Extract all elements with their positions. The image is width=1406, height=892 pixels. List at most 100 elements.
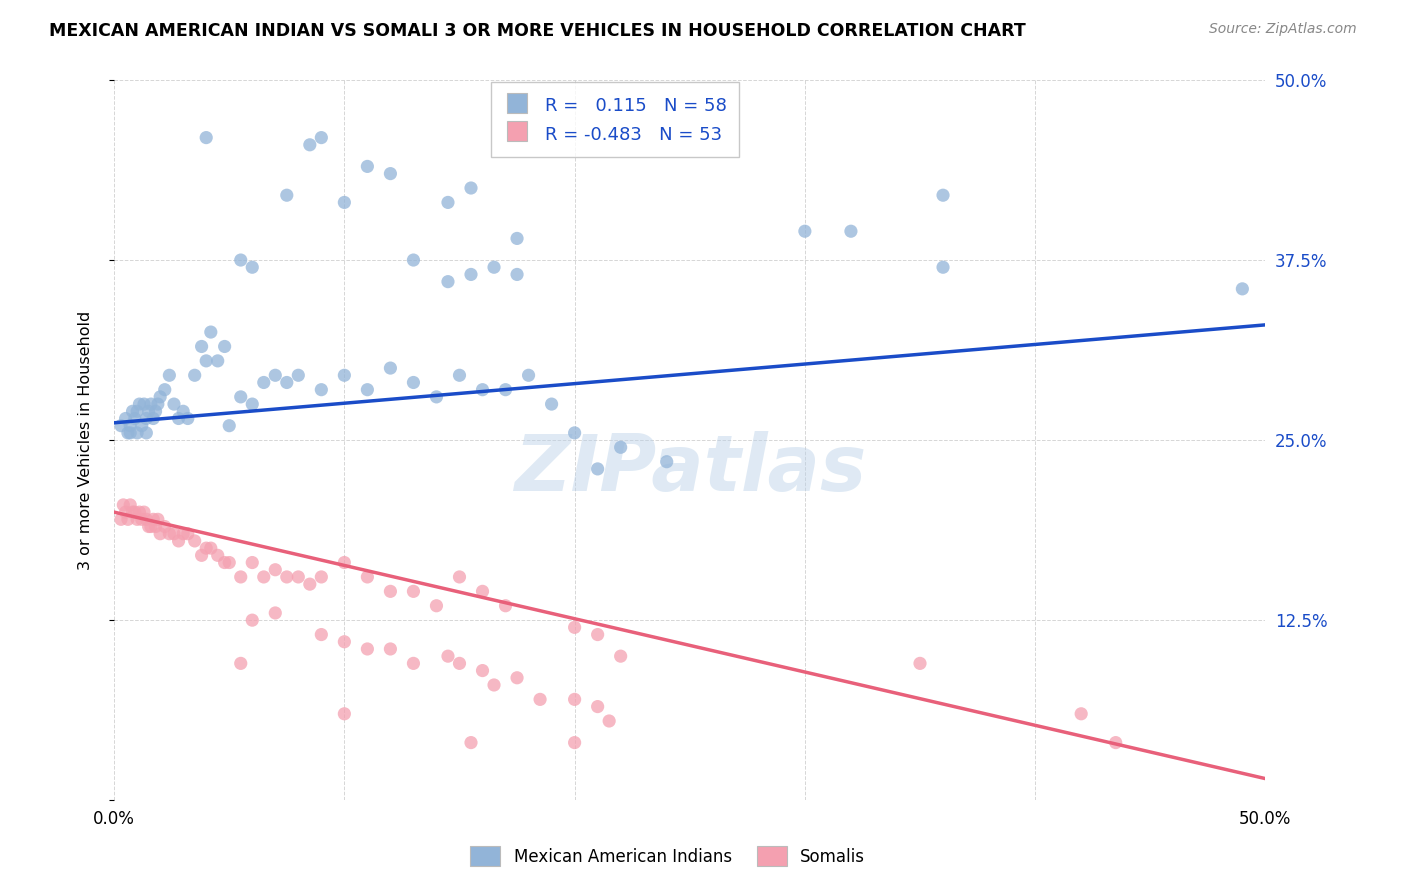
- Legend: R =   0.115   N = 58, R = -0.483   N = 53: R = 0.115 N = 58, R = -0.483 N = 53: [491, 82, 740, 158]
- Point: [449, 657, 471, 671]
- Point: [240, 556, 263, 570]
- Point: [146, 512, 169, 526]
- Point: [586, 627, 609, 641]
- Point: [276, 188, 298, 202]
- Point: [402, 584, 425, 599]
- Point: [132, 397, 155, 411]
- Point: [380, 361, 402, 376]
- Point: [380, 584, 402, 599]
- Point: [229, 253, 252, 268]
- Point: [586, 699, 609, 714]
- Point: [564, 692, 586, 706]
- Point: [482, 260, 505, 275]
- Y-axis label: 3 or more Vehicles in Household: 3 or more Vehicles in Household: [79, 310, 93, 570]
- Point: [131, 418, 153, 433]
- Point: [333, 634, 356, 648]
- Point: [380, 642, 402, 657]
- Point: [153, 519, 176, 533]
- Text: ZIPatlas: ZIPatlas: [513, 431, 866, 507]
- Point: [529, 692, 551, 706]
- Point: [149, 390, 172, 404]
- Point: [506, 671, 529, 685]
- Point: [167, 411, 190, 425]
- Point: [356, 383, 378, 397]
- Point: [264, 606, 287, 620]
- Point: [402, 657, 425, 671]
- Point: [132, 505, 155, 519]
- Point: [506, 268, 529, 282]
- Point: [471, 584, 494, 599]
- Point: [214, 556, 236, 570]
- Point: [127, 512, 149, 526]
- Point: [311, 570, 333, 584]
- Point: [183, 533, 205, 548]
- Point: [127, 404, 149, 418]
- Point: [298, 137, 321, 152]
- Point: [276, 570, 298, 584]
- Point: [449, 570, 471, 584]
- Point: [124, 411, 146, 425]
- Point: [495, 599, 517, 613]
- Point: [655, 455, 678, 469]
- Point: [128, 397, 150, 411]
- Point: [190, 339, 212, 353]
- Legend: Mexican American Indians, Somalis: Mexican American Indians, Somalis: [464, 839, 872, 873]
- Point: [839, 224, 862, 238]
- Point: [177, 526, 200, 541]
- Point: [218, 556, 240, 570]
- Point: [425, 599, 447, 613]
- Point: [190, 549, 212, 563]
- Point: [564, 620, 586, 634]
- Point: [264, 368, 287, 383]
- Point: [932, 260, 955, 275]
- Point: [564, 425, 586, 440]
- Point: [564, 736, 586, 750]
- Point: [460, 736, 482, 750]
- Point: [240, 260, 263, 275]
- Point: [163, 397, 186, 411]
- Point: [163, 526, 186, 541]
- Point: [110, 418, 132, 433]
- Point: [135, 512, 157, 526]
- Point: [167, 533, 190, 548]
- Point: [138, 519, 160, 533]
- Point: [157, 526, 180, 541]
- Point: [356, 642, 378, 657]
- Point: [609, 649, 631, 664]
- Point: [425, 390, 447, 404]
- Point: [240, 613, 263, 627]
- Point: [131, 512, 153, 526]
- Point: [908, 657, 931, 671]
- Point: [437, 649, 460, 664]
- Point: [1070, 706, 1092, 721]
- Point: [149, 526, 172, 541]
- Point: [110, 512, 132, 526]
- Point: [333, 368, 356, 383]
- Point: [120, 425, 142, 440]
- Point: [114, 411, 136, 425]
- Point: [195, 541, 218, 556]
- Point: [253, 570, 276, 584]
- Point: [333, 195, 356, 210]
- Point: [135, 411, 157, 425]
- Point: [172, 526, 194, 541]
- Point: [1232, 282, 1254, 296]
- Point: [138, 404, 160, 418]
- Point: [356, 160, 378, 174]
- Point: [200, 541, 222, 556]
- Text: MEXICAN AMERICAN INDIAN VS SOMALI 3 OR MORE VEHICLES IN HOUSEHOLD CORRELATION CH: MEXICAN AMERICAN INDIAN VS SOMALI 3 OR M…: [49, 22, 1026, 40]
- Point: [229, 657, 252, 671]
- Point: [276, 376, 298, 390]
- Point: [142, 411, 165, 425]
- Point: [482, 678, 505, 692]
- Point: [356, 570, 378, 584]
- Point: [586, 462, 609, 476]
- Point: [333, 556, 356, 570]
- Point: [207, 549, 229, 563]
- Point: [287, 570, 309, 584]
- Point: [145, 519, 167, 533]
- Point: [598, 714, 620, 728]
- Point: [120, 418, 142, 433]
- Point: [114, 505, 136, 519]
- Point: [157, 368, 180, 383]
